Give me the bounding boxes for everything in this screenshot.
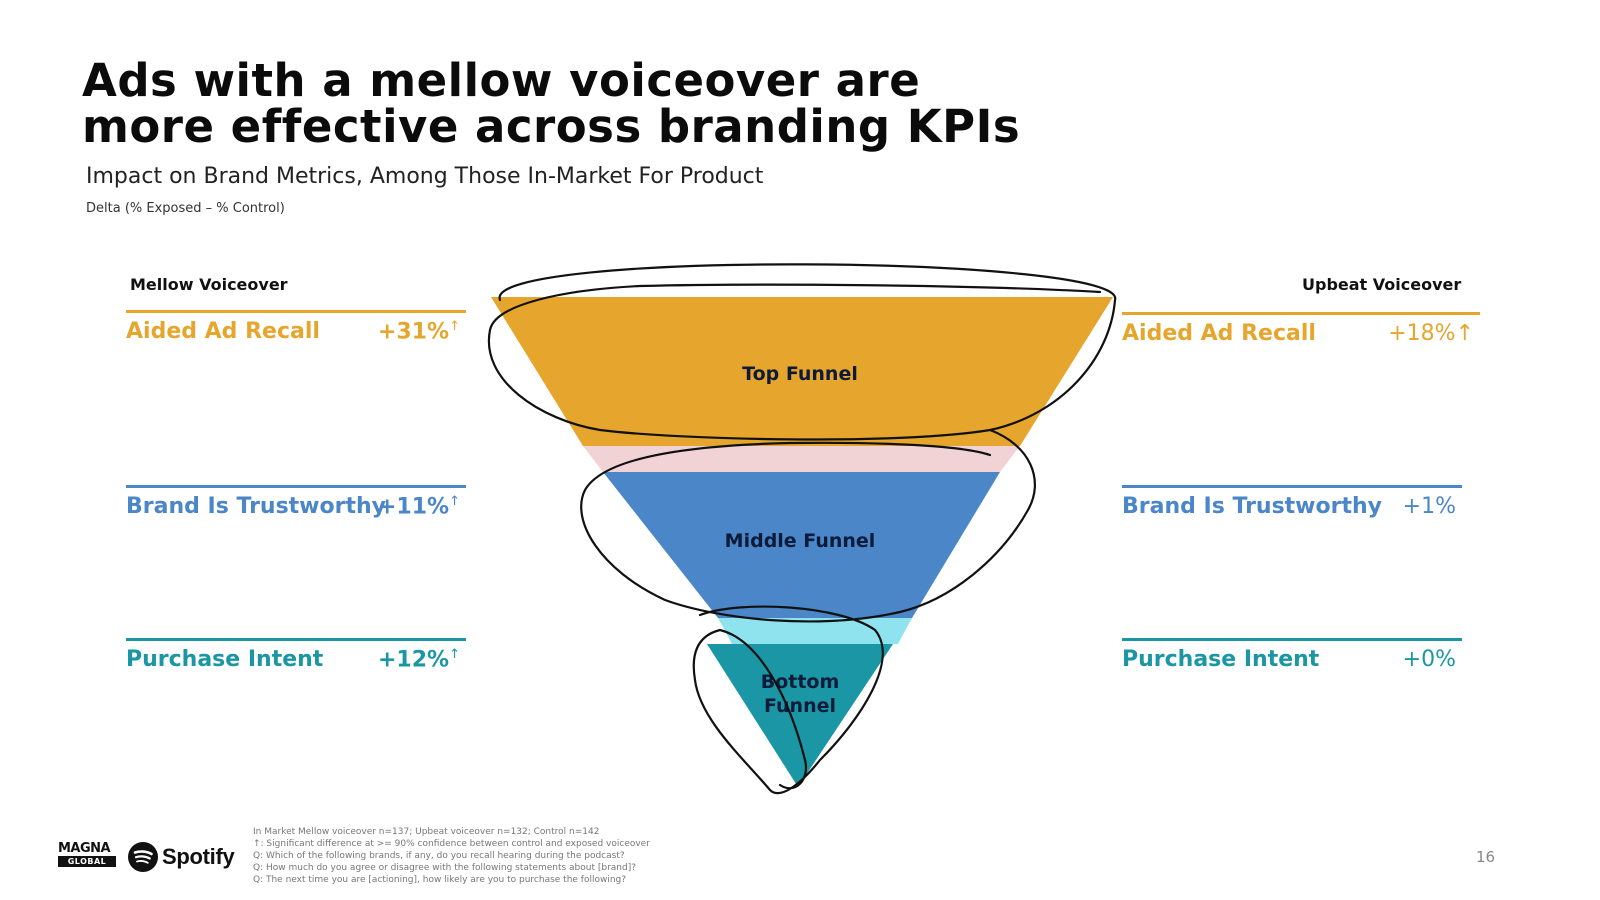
significance-arrow: ↑	[449, 319, 460, 334]
metric-value: +18%↑	[1388, 321, 1474, 346]
bottom-funnel-label-line1: Bottom	[761, 671, 840, 693]
metric-label: Brand Is Trustworthy	[1122, 494, 1382, 519]
footnote-line: ↑: Significant difference at >= 90% conf…	[253, 839, 650, 849]
metric-value: +31%↑	[378, 319, 460, 345]
magna-logo: MAGNA GLOBAL	[58, 842, 116, 867]
mellow-purchase-intent-row: Purchase Intent +12%↑	[126, 638, 466, 681]
significance-arrow: ↑	[449, 647, 460, 662]
bottom-funnel-label-line2: Funnel	[764, 695, 836, 717]
metric-value: +12%↑	[378, 647, 460, 673]
metric-label: Purchase Intent	[126, 647, 324, 672]
metric-value: +11%↑	[378, 494, 460, 520]
footnote-line: Q: How much do you agree or disagree wit…	[253, 863, 637, 873]
mellow-aided-recall-row: Aided Ad Recall +31%↑	[126, 310, 466, 353]
slide-title: Ads with a mellow voiceover are more eff…	[82, 54, 1021, 153]
upbeat-heading: Upbeat Voiceover	[1302, 275, 1462, 294]
metric-label: Brand Is Trustworthy	[126, 494, 386, 519]
delta-note: Delta (% Exposed – % Control)	[86, 201, 285, 216]
slide-subtitle: Impact on Brand Metrics, Among Those In-…	[86, 164, 764, 189]
spotify-icon	[128, 842, 158, 872]
metric-value: +0%	[1402, 647, 1456, 672]
upbeat-purchase-intent-row: Purchase Intent +0%	[1122, 638, 1462, 681]
footnote-line: Q: Which of the following brands, if any…	[253, 851, 625, 861]
upbeat-trustworthy-row: Brand Is Trustworthy +1%	[1122, 485, 1462, 528]
footnote-line: Q: The next time you are [actioning], ho…	[253, 875, 627, 885]
hand-drawn-loop-annotation	[487, 263, 1117, 795]
significance-arrow: ↑	[449, 494, 460, 509]
top-connector	[583, 446, 1020, 472]
page-number: 16	[1476, 848, 1496, 866]
metric-label: Aided Ad Recall	[126, 319, 320, 344]
top-funnel-label: Top Funnel	[742, 363, 858, 385]
metric-label: Purchase Intent	[1122, 647, 1320, 672]
spotify-wordmark: Spotify	[162, 844, 235, 869]
magna-logo-text: MAGNA	[58, 841, 111, 856]
upbeat-aided-recall-row: Aided Ad Recall +18%↑	[1122, 312, 1480, 355]
metric-label: Aided Ad Recall	[1122, 321, 1316, 346]
bottom-funnel-shape	[707, 644, 893, 787]
magna-logo-subtext: GLOBAL	[58, 856, 116, 867]
mellow-heading: Mellow Voiceover	[130, 275, 288, 294]
metric-value: +1%	[1402, 494, 1456, 519]
mellow-trustworthy-row: Brand Is Trustworthy +11%↑	[126, 485, 466, 528]
footnotes: In Market Mellow voiceover n=137; Upbeat…	[253, 826, 650, 886]
spotify-logo: Spotify	[128, 842, 235, 872]
footnote-line: In Market Mellow voiceover n=137; Upbeat…	[253, 827, 600, 837]
middle-funnel-shape	[603, 472, 1000, 618]
top-funnel-shape	[491, 297, 1113, 446]
middle-funnel-label: Middle Funnel	[725, 530, 876, 552]
